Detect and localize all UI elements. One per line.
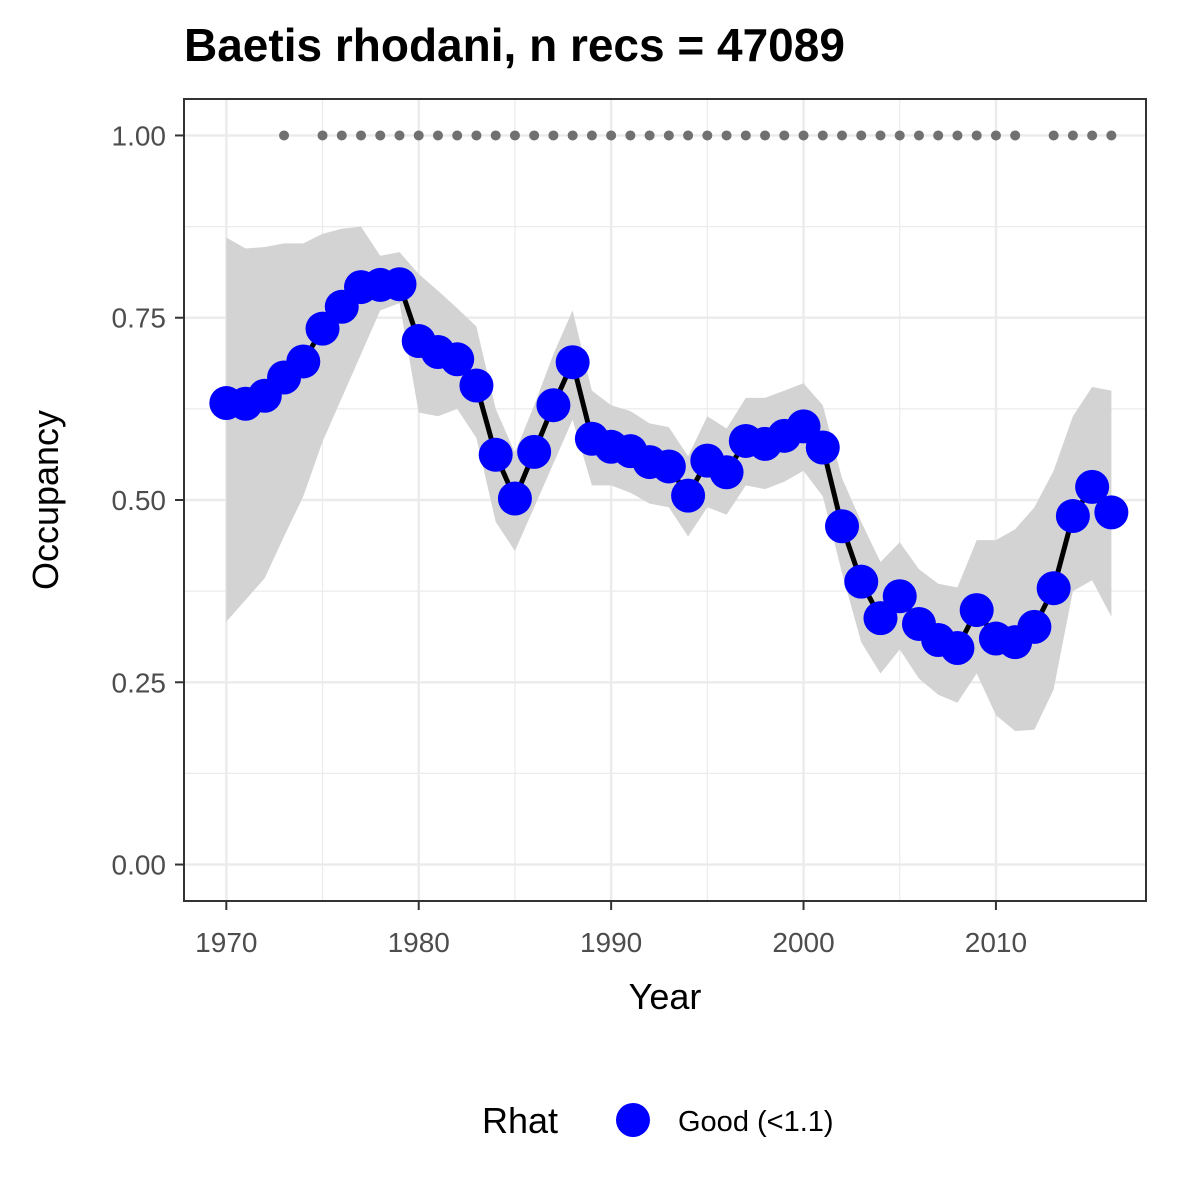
x-axis: 1970 1980 1990 2000 2010 bbox=[195, 901, 1027, 958]
rug-point bbox=[394, 130, 405, 141]
rug-point bbox=[1010, 130, 1021, 141]
rug-point bbox=[740, 130, 751, 141]
legend: Rhat Good (<1.1) bbox=[482, 1100, 834, 1141]
legend-label-good: Good (<1.1) bbox=[678, 1106, 834, 1138]
rug-point bbox=[779, 130, 790, 141]
data-point bbox=[863, 601, 898, 636]
data-point bbox=[1075, 469, 1110, 504]
rug-point bbox=[856, 130, 867, 141]
x-tick-label: 1990 bbox=[580, 927, 642, 958]
y-tick-label: 0.00 bbox=[112, 850, 167, 881]
rug-point bbox=[375, 130, 386, 141]
rug-point bbox=[336, 130, 347, 141]
rug-point bbox=[509, 130, 520, 141]
rug-point bbox=[952, 130, 963, 141]
rug-point bbox=[971, 130, 982, 141]
data-point bbox=[517, 434, 552, 469]
legend-title: Rhat bbox=[482, 1100, 558, 1141]
y-axis: 0.00 0.25 0.50 0.75 1.00 bbox=[112, 120, 184, 881]
rug-point bbox=[933, 130, 944, 141]
rug-point bbox=[663, 130, 674, 141]
data-point bbox=[440, 342, 475, 377]
rug-point bbox=[1067, 130, 1078, 141]
rug-point bbox=[413, 130, 424, 141]
x-tick-label: 2000 bbox=[772, 927, 834, 958]
data-point bbox=[555, 345, 590, 380]
data-point bbox=[1017, 609, 1052, 644]
data-point bbox=[844, 564, 879, 599]
data-point bbox=[882, 579, 917, 614]
y-tick-label: 1.00 bbox=[112, 120, 167, 151]
rug-point bbox=[606, 130, 617, 141]
data-point bbox=[1055, 499, 1090, 534]
y-tick-label: 0.75 bbox=[112, 303, 167, 334]
rug-point bbox=[452, 130, 463, 141]
data-point bbox=[671, 478, 706, 513]
data-point bbox=[382, 267, 417, 302]
rug-point bbox=[913, 130, 924, 141]
rug-point bbox=[683, 130, 694, 141]
data-point bbox=[805, 430, 840, 465]
rug-point bbox=[529, 130, 540, 141]
data-point bbox=[709, 455, 744, 490]
y-axis-title: Occupancy bbox=[25, 410, 66, 590]
rug-point bbox=[490, 130, 501, 141]
rug-point bbox=[837, 130, 848, 141]
data-point bbox=[305, 311, 340, 346]
rug-point bbox=[548, 130, 559, 141]
rug-point bbox=[471, 130, 482, 141]
rug-point bbox=[586, 130, 597, 141]
data-point bbox=[940, 631, 975, 666]
rug-point bbox=[356, 130, 367, 141]
rug-point bbox=[625, 130, 636, 141]
rug-point bbox=[990, 130, 1001, 141]
x-tick-label: 1980 bbox=[388, 927, 450, 958]
rug-point bbox=[1106, 130, 1117, 141]
data-point bbox=[459, 368, 494, 403]
rug-point bbox=[702, 130, 713, 141]
rug-point bbox=[817, 130, 828, 141]
data-point bbox=[959, 593, 994, 628]
rug-point bbox=[760, 130, 771, 141]
x-tick-label: 2010 bbox=[965, 927, 1027, 958]
rug-point bbox=[279, 130, 290, 141]
grid-lines bbox=[184, 99, 1146, 901]
rug-point bbox=[721, 130, 732, 141]
data-point bbox=[825, 509, 860, 544]
legend-key-good bbox=[616, 1103, 650, 1137]
data-point bbox=[536, 388, 571, 423]
rug-point bbox=[432, 130, 443, 141]
data-point bbox=[478, 437, 513, 472]
rug-point bbox=[1048, 130, 1059, 141]
data-point bbox=[1094, 495, 1129, 530]
data-point bbox=[286, 344, 321, 379]
rug-point bbox=[567, 130, 578, 141]
rug-point bbox=[1087, 130, 1098, 141]
rug-point bbox=[644, 130, 655, 141]
data-point bbox=[651, 449, 686, 484]
x-tick-label: 1970 bbox=[195, 927, 257, 958]
data-point bbox=[497, 481, 532, 516]
x-axis-title: Year bbox=[629, 976, 702, 1017]
data-point bbox=[1036, 571, 1071, 606]
chart-title: Baetis rhodani, n recs = 47089 bbox=[184, 19, 845, 71]
data-years-rug bbox=[279, 130, 1117, 141]
occupancy-points bbox=[209, 267, 1129, 666]
y-tick-label: 0.50 bbox=[112, 485, 167, 516]
rug-point bbox=[875, 130, 886, 141]
rug-point bbox=[798, 130, 809, 141]
rug-point bbox=[317, 130, 328, 141]
rug-point bbox=[894, 130, 905, 141]
y-tick-label: 0.25 bbox=[112, 667, 167, 698]
